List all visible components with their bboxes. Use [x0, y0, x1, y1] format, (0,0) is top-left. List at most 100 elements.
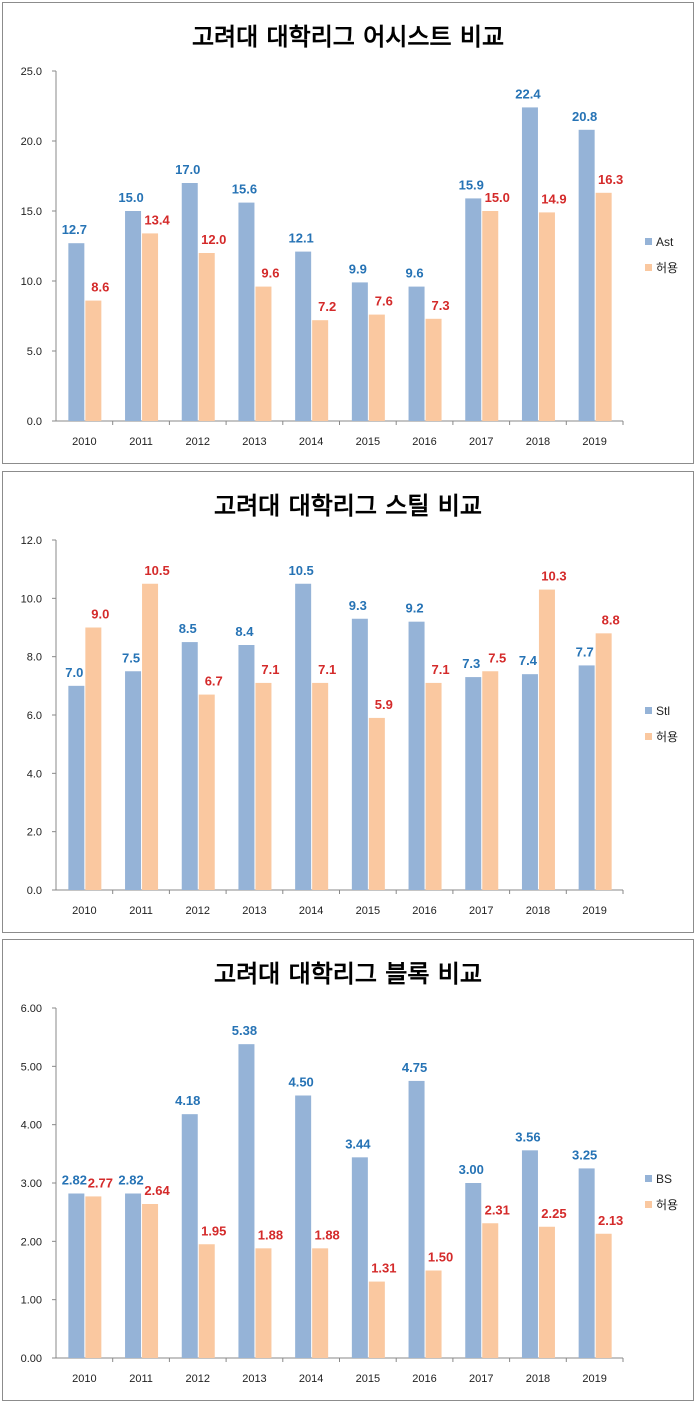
y-tick-label: 0.0 [27, 885, 42, 897]
x-tick-label: 2010 [72, 1373, 96, 1385]
x-tick-label: 2019 [582, 436, 606, 448]
primary-data-label: 20.8 [572, 109, 597, 124]
opponent-bar [595, 192, 612, 421]
x-tick-label: 2014 [299, 905, 323, 917]
chart-title: 고려대 대학리그 스틸 비교 [214, 492, 482, 520]
opponent-data-label: 7.2 [318, 299, 336, 314]
primary-data-label: 3.44 [345, 1136, 371, 1151]
primary-data-label: 10.5 [288, 563, 313, 578]
primary-bar [295, 1095, 312, 1358]
x-tick-label: 2018 [526, 436, 550, 448]
opponent-bar [368, 314, 385, 421]
primary-bar [238, 645, 255, 890]
opponent-bar [595, 633, 612, 890]
primary-bar [68, 243, 85, 421]
opponent-data-label: 15.0 [485, 190, 510, 205]
opponent-bar [538, 589, 555, 890]
opponent-data-label: 1.50 [428, 1250, 453, 1265]
primary-data-label: 7.3 [462, 656, 480, 671]
primary-data-label: 9.6 [406, 266, 424, 281]
opponent-bar [368, 717, 385, 890]
y-tick-label: 6.00 [21, 1003, 42, 1015]
assist-chart-panel: 고려대 대학리그 어시스트 비교 0.0 5.0 10.0 15.0 20.0 25.0 20… [2, 2, 694, 464]
x-tick-label: 2012 [186, 905, 210, 917]
x-tick-label: 2019 [582, 905, 606, 917]
opponent-bar [482, 671, 499, 890]
x-tick-label: 2010 [72, 436, 96, 448]
x-tick-label: 2017 [469, 905, 493, 917]
x-tick-label: 2012 [186, 1373, 210, 1385]
primary-data-label: 12.1 [288, 231, 313, 246]
primary-bar [181, 1114, 198, 1358]
primary-data-label: 7.5 [122, 650, 140, 665]
opponent-data-label: 10.5 [144, 563, 169, 578]
opponent-bar [198, 1244, 215, 1358]
primary-data-label: 4.50 [288, 1075, 313, 1090]
opponent-bar [538, 1226, 555, 1358]
x-tick-label: 2012 [186, 436, 210, 448]
primary-bar [68, 685, 85, 890]
primary-bar [238, 1044, 255, 1358]
opponent-data-label: 10.3 [541, 569, 566, 584]
steal-chart-panel: 고려대 대학리그 스틸 비교 0.0 2.0 4.0 6.0 8.0 10.0 12.0 201… [2, 471, 694, 933]
opponent-bar [312, 682, 329, 890]
primary-data-label: 4.18 [175, 1093, 200, 1108]
opponent-data-label: 7.1 [261, 662, 279, 677]
x-tick-label: 2016 [412, 905, 436, 917]
opponent-data-label: 1.31 [371, 1261, 396, 1276]
primary-bar [351, 282, 368, 421]
x-tick-label: 2013 [242, 1373, 266, 1385]
x-tick-label: 2011 [129, 905, 153, 917]
opponent-bar [312, 1248, 329, 1358]
opponent-bar [425, 318, 442, 421]
primary-bar [181, 183, 198, 421]
primary-bar [238, 202, 255, 421]
primary-bar [408, 286, 425, 421]
primary-bar [521, 1150, 538, 1358]
opponent-bar [482, 211, 499, 421]
steal-chart: 고려대 대학리그 스틸 비교 0.0 2.0 4.0 6.0 8.0 10.0 12.0 201… [21, 492, 679, 917]
y-tick-label: 10.0 [21, 276, 42, 288]
opponent-data-label: 13.4 [144, 212, 170, 227]
y-tick-label: 4.00 [21, 1120, 42, 1132]
primary-bar [578, 1168, 595, 1358]
y-tick-label: 25.0 [21, 66, 42, 78]
x-tick-label: 2017 [469, 1373, 493, 1385]
opponent-bar [142, 583, 159, 890]
opponent-data-label: 16.3 [598, 172, 623, 187]
y-tick-label: 8.0 [27, 652, 42, 664]
x-tick-label: 2014 [299, 1373, 323, 1385]
x-tick-label: 2015 [356, 436, 380, 448]
opponent-bar [425, 682, 442, 890]
opponent-bar [312, 320, 329, 421]
primary-data-label: 17.0 [175, 162, 200, 177]
y-tick-label: 0.0 [27, 416, 42, 428]
assist-chart: 고려대 대학리그 어시스트 비교 0.0 5.0 10.0 15.0 20.0 25.0 20… [21, 23, 679, 448]
opponent-data-label: 1.95 [201, 1223, 226, 1238]
opponent-data-label: 6.7 [205, 674, 223, 689]
opponent-data-label: 7.1 [318, 662, 336, 677]
primary-bar [125, 1193, 142, 1358]
primary-bar [295, 251, 312, 421]
primary-bar [578, 129, 595, 422]
opponent-data-label: 9.6 [261, 266, 279, 281]
legend-label: 허용 [656, 1198, 678, 1212]
primary-bar [521, 674, 538, 890]
primary-bar [125, 211, 142, 421]
primary-data-label: 22.4 [515, 86, 541, 101]
opponent-data-label: 5.9 [375, 697, 393, 712]
x-tick-label: 2014 [299, 436, 323, 448]
opponent-data-label: 8.6 [91, 280, 109, 295]
legend-swatch [645, 707, 652, 714]
opponent-data-label: 2.25 [541, 1206, 566, 1221]
legend-label: 허용 [656, 730, 678, 744]
chart-title: 고려대 대학리그 블록 비교 [214, 960, 482, 988]
opponent-bar [255, 1248, 272, 1358]
opponent-data-label: 7.6 [375, 294, 393, 309]
opponent-bar [198, 694, 215, 890]
primary-data-label: 5.38 [232, 1023, 257, 1038]
opponent-data-label: 9.0 [91, 607, 109, 622]
primary-data-label: 3.56 [515, 1129, 540, 1144]
y-tick-label: 6.0 [27, 710, 42, 722]
legend-label: Ast [656, 235, 674, 249]
